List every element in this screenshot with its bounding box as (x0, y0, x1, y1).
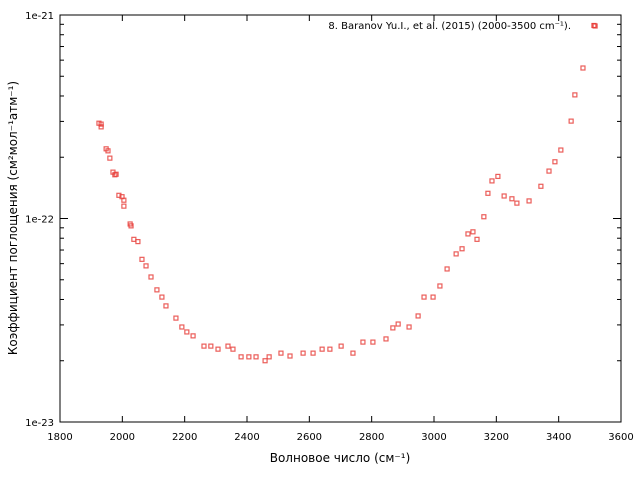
data-point (327, 346, 333, 352)
data-point (131, 236, 137, 242)
data-point (338, 343, 344, 349)
data-point (568, 118, 574, 124)
data-point (135, 238, 141, 245)
data-point (128, 223, 134, 229)
data-point (489, 178, 495, 184)
data-point (406, 324, 412, 330)
axis-ticks (59, 14, 622, 423)
data-point (107, 155, 113, 161)
data-point (159, 294, 165, 300)
data-point (201, 343, 207, 349)
data-point (421, 294, 427, 300)
data-point (300, 350, 306, 356)
data-point (154, 287, 160, 293)
x-tick-label: 3600 (608, 432, 633, 443)
plot-frame (59, 14, 622, 423)
y-tick-label: 1e-21 (25, 11, 54, 22)
data-point (481, 214, 487, 220)
data-point (262, 358, 268, 364)
data-point (444, 266, 450, 272)
data-point (184, 329, 190, 335)
data-point (526, 198, 532, 204)
data-point (278, 350, 284, 356)
data-point (459, 246, 465, 252)
data-point (215, 346, 221, 352)
x-axis-title: Волновое число (см⁻¹) (270, 451, 411, 465)
data-point (552, 159, 558, 165)
y-tick-label: 1e-23 (25, 418, 54, 429)
x-tick-label: 1800 (47, 432, 72, 443)
data-point (390, 325, 396, 331)
data-point (287, 353, 293, 359)
x-tick-label: 2200 (172, 432, 197, 443)
data-point (485, 190, 491, 196)
data-point (310, 350, 316, 356)
data-point (190, 333, 196, 339)
data-point (395, 321, 401, 327)
data-point (266, 354, 272, 360)
legend-marker (591, 22, 597, 29)
x-tick-label: 3200 (484, 432, 509, 443)
data-point (558, 147, 564, 153)
data-point (246, 354, 252, 360)
data-point (546, 168, 552, 174)
data-point (572, 92, 578, 98)
data-point (121, 197, 127, 203)
data-point (465, 231, 471, 237)
data-point (173, 315, 179, 321)
tick-labels: 1800 2000 2200 2400 2600 2800 3000 3200 3400 3600… (25, 11, 634, 443)
data-point (98, 121, 104, 127)
data-point (360, 339, 366, 345)
data-point (163, 303, 169, 309)
data-point (105, 148, 111, 154)
y-axis-title: Коэффициент поглощения (см²мол⁻¹атм⁻¹) (6, 81, 20, 355)
data-point (350, 350, 356, 356)
data-points (96, 23, 598, 364)
data-point (474, 236, 480, 242)
data-point (98, 124, 104, 130)
data-point (453, 251, 459, 257)
x-tick-label: 2600 (297, 432, 322, 443)
data-point (116, 192, 122, 198)
data-point (121, 203, 127, 209)
data-point (208, 343, 214, 349)
data-point (179, 324, 185, 330)
data-point (113, 171, 119, 177)
data-point (495, 173, 501, 180)
data-point (415, 313, 421, 319)
legend-label: 8. Baranov Yu.I., et al. (2015) (2000-35… (328, 21, 571, 32)
data-point (238, 354, 244, 360)
data-point (383, 336, 389, 342)
data-point (470, 229, 476, 235)
data-point (225, 343, 231, 349)
data-point (253, 354, 259, 360)
data-point (230, 346, 236, 352)
data-point (143, 263, 149, 269)
x-tick-label: 2000 (110, 432, 135, 443)
data-point (370, 339, 376, 345)
data-point (538, 183, 544, 189)
y-tick-label: 1e-22 (25, 215, 54, 226)
data-point (148, 274, 154, 280)
data-point (430, 294, 436, 300)
data-point (509, 196, 515, 202)
data-point (580, 65, 586, 71)
x-tick-label: 2400 (234, 432, 259, 443)
data-point (501, 193, 507, 199)
data-point (514, 200, 520, 206)
data-point (139, 256, 145, 262)
legend: 8. Baranov Yu.I., et al. (2015) (2000-35… (328, 21, 597, 32)
x-tick-label: 3400 (546, 432, 571, 443)
data-point (319, 346, 325, 352)
x-tick-label: 2800 (359, 432, 384, 443)
x-tick-label: 3000 (421, 432, 446, 443)
data-point (437, 283, 443, 289)
